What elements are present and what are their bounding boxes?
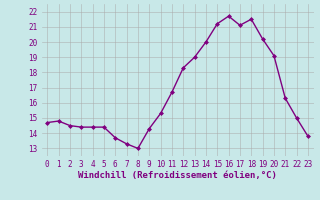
- X-axis label: Windchill (Refroidissement éolien,°C): Windchill (Refroidissement éolien,°C): [78, 171, 277, 180]
